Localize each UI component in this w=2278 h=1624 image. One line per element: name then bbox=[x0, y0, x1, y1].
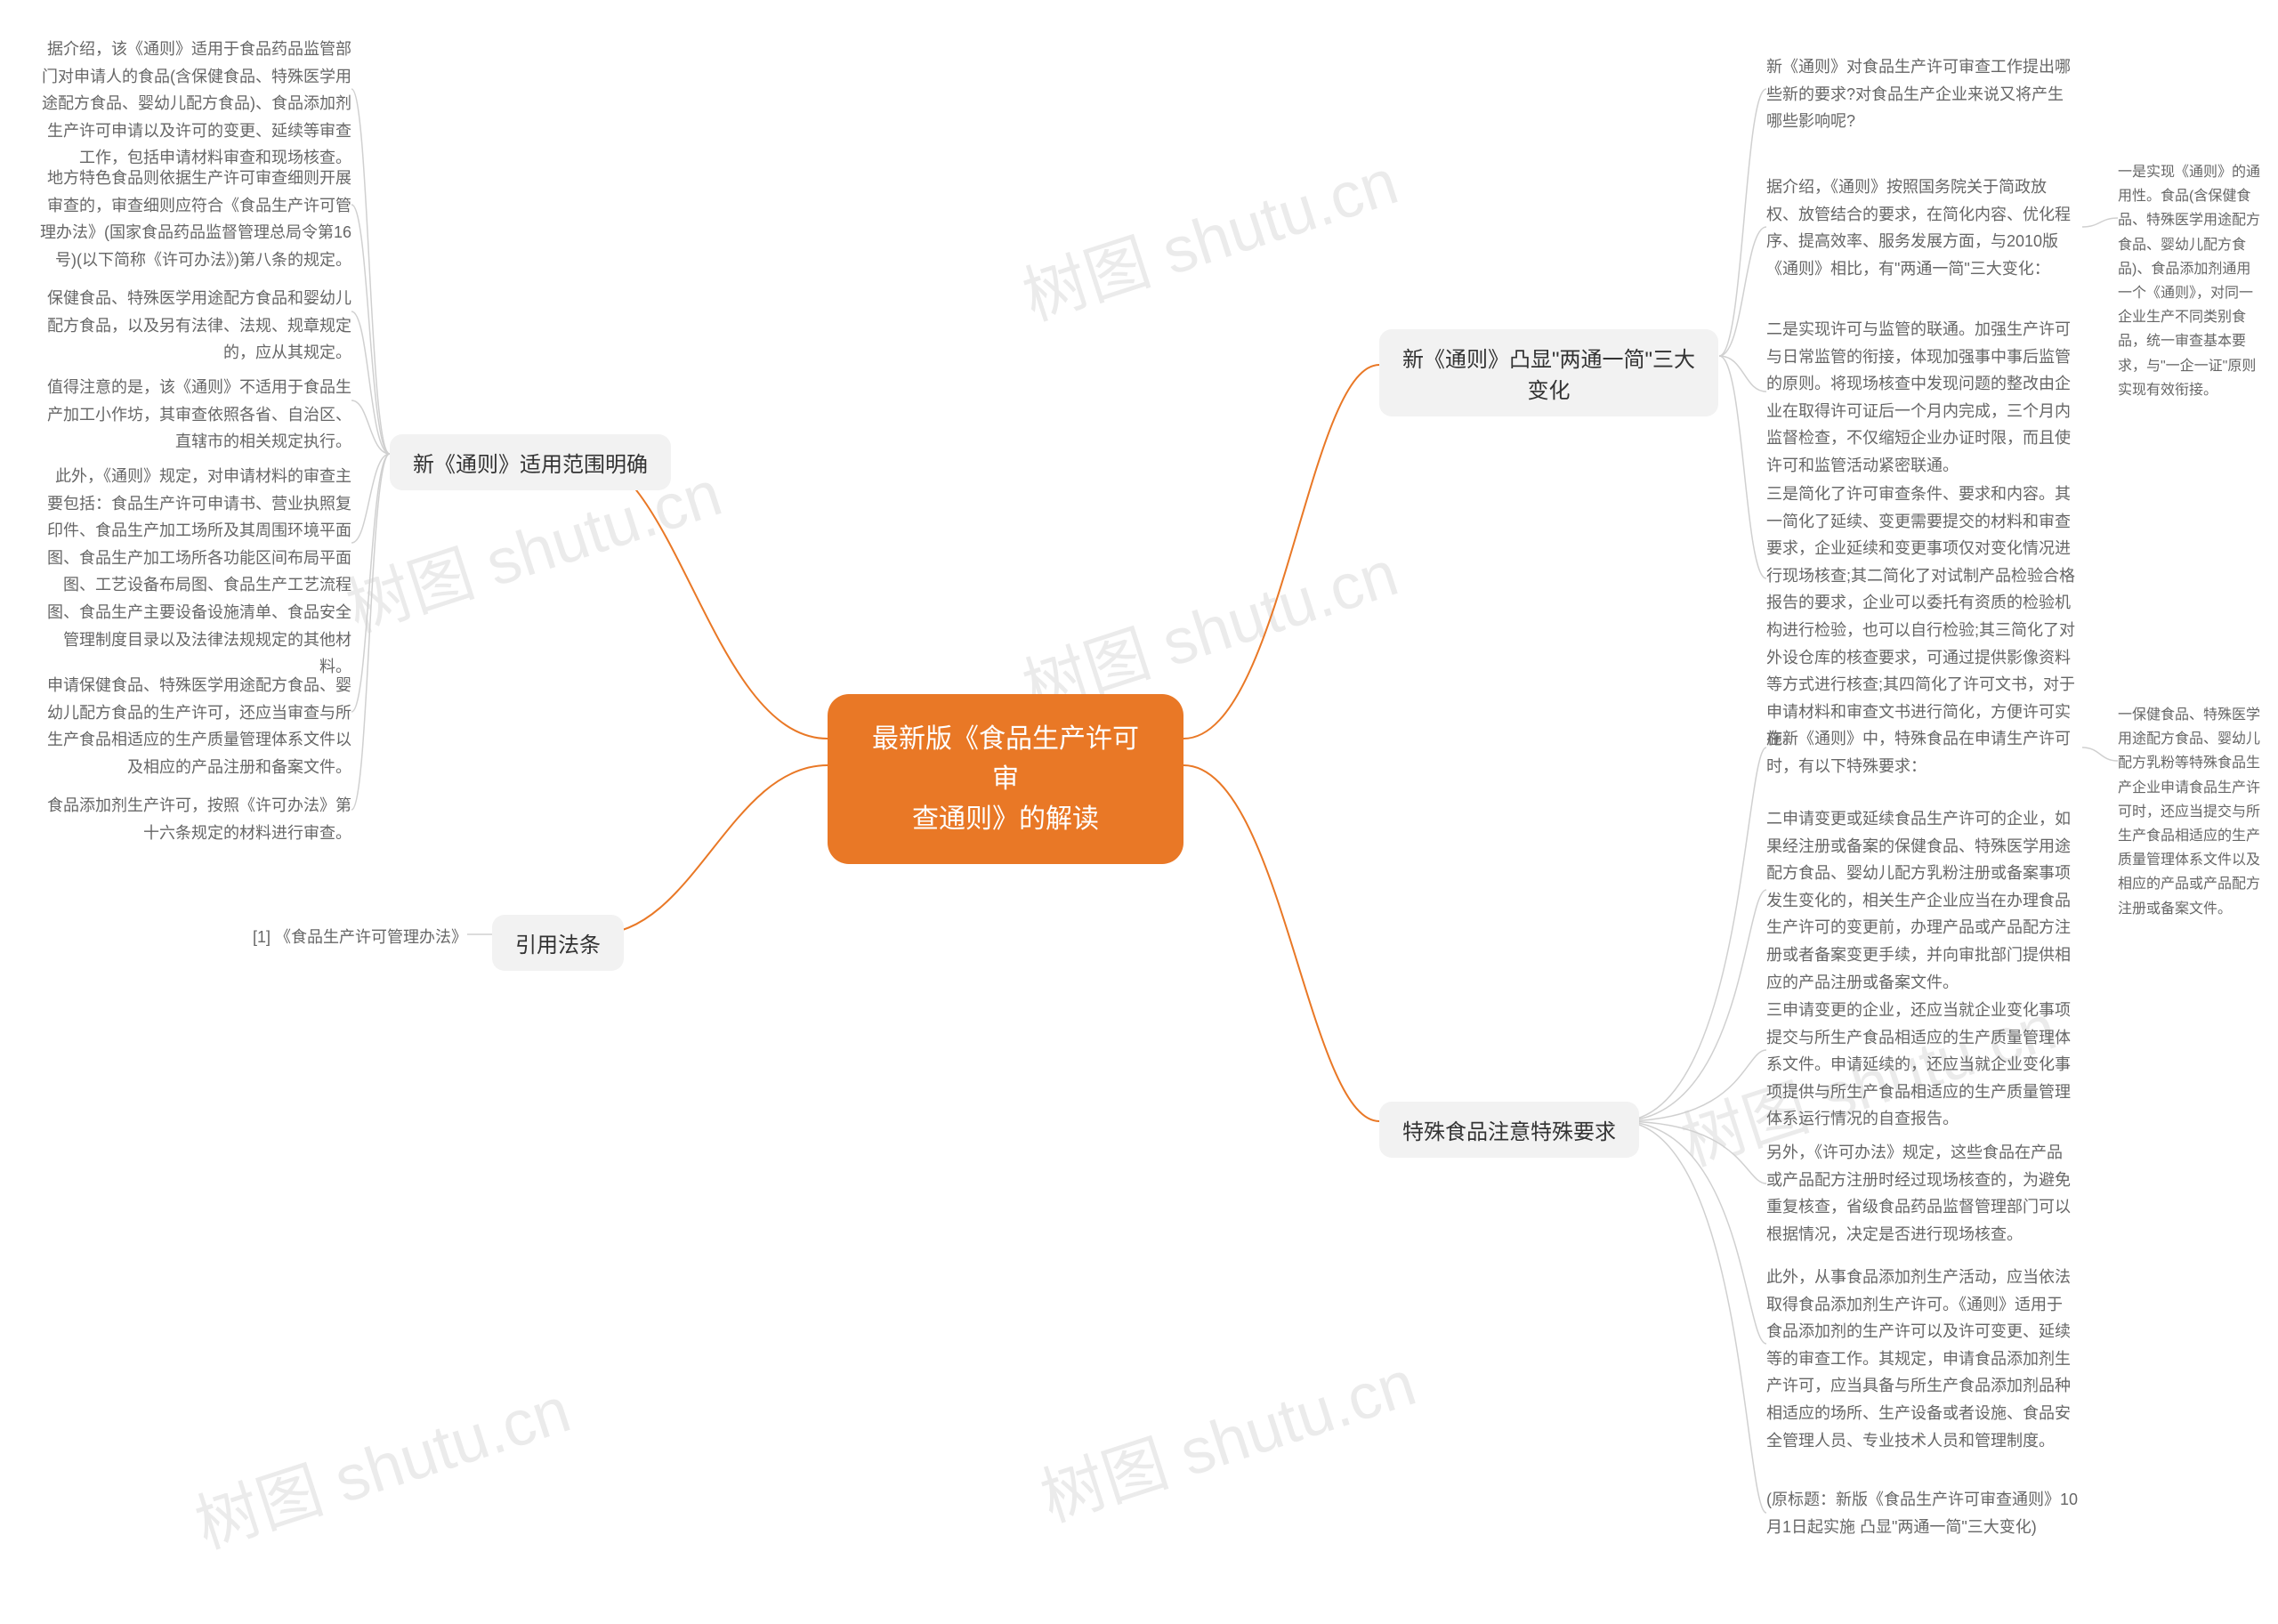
leaf-right-2-sub: 一保健食品、特殊医学用途配方食品、婴幼儿配方乳粉等特殊食品生产企业申请食品生产许… bbox=[2118, 703, 2260, 921]
leaf-left-1-6: 申请保健食品、特殊医学用途配方食品、婴幼儿配方食品的生产许可，还应当审查与所生产… bbox=[40, 672, 351, 780]
right-branch-changes[interactable]: 新《通则》凸显"两通一简"三大 变化 bbox=[1379, 329, 1718, 416]
left-branch-refs[interactable]: 引用法条 bbox=[492, 915, 624, 971]
watermark: 树图 shutu.cn bbox=[182, 1357, 579, 1566]
left-branch-scope[interactable]: 新《通则》适用范围明确 bbox=[390, 434, 671, 490]
leaf-left-1-3: 保健食品、特殊医学用途配方食品和婴幼儿配方食品，以及另有法律、法规、规章规定的，… bbox=[40, 285, 351, 367]
leaf-right-2-5: 此外，从事食品添加剂生产活动，应当依法取得食品添加剂生产许可。《通则》适用于食品… bbox=[1766, 1264, 2078, 1454]
leaf-right-2-4: 另外，《许可办法》规定，这些食品在产品或产品配方注册时经过现场核查的，为避免重复… bbox=[1766, 1139, 2078, 1248]
branch-label: 新《通则》适用范围明确 bbox=[413, 453, 648, 477]
leaf-left-1-7: 食品添加剂生产许可，按照《许可办法》第十六条规定的材料进行审查。 bbox=[40, 792, 351, 846]
leaf-right-2-1: 在新《通则》中，特殊食品在申请生产许可时，有以下特殊要求： bbox=[1766, 725, 2078, 780]
branch-label: 特殊食品注意特殊要求 bbox=[1402, 1120, 1616, 1144]
leaf-right-2-2: 二申请变更或延续食品生产许可的企业，如果经注册或备案的保健食品、特殊医学用途配方… bbox=[1766, 805, 2078, 996]
center-title-line2: 查通则》的解读 bbox=[863, 799, 1148, 839]
leaf-left-1-4: 值得注意的是，该《通则》不适用于食品生产加工小作坊，其审查依照各省、自治区、直辖… bbox=[40, 374, 351, 456]
leaf-right-2-3: 三申请变更的企业，还应当就企业变化事项提交与所生产食品相适应的生产质量管理体系文… bbox=[1766, 997, 2078, 1133]
branch-label-line2: 变化 bbox=[1402, 373, 1695, 404]
leaf-left-1-5: 此外，《通则》规定，对申请材料的审查主要包括：食品生产许可申请书、营业执照复印件… bbox=[40, 463, 351, 681]
center-title-line1: 最新版《食品生产许可审 bbox=[863, 719, 1148, 799]
leaf-right-1-sub: 一是实现《通则》的通用性。食品(含保健食品、特殊医学用途配方食品、婴幼儿配方食品… bbox=[2118, 160, 2260, 402]
leaf-right-1-2: 据介绍，《通则》按照国务院关于简政放权、放管结合的要求，在简化内容、优化程序、提… bbox=[1766, 174, 2078, 282]
watermark: 树图 shutu.cn bbox=[1027, 1330, 1425, 1539]
right-branch-special[interactable]: 特殊食品注意特殊要求 bbox=[1379, 1102, 1639, 1158]
leaf-right-1-4: 三是简化了许可审查条件、要求和内容。其一简化了延续、变更需要提交的材料和审查要求… bbox=[1766, 481, 2078, 753]
branch-label: 引用法条 bbox=[515, 933, 601, 957]
leaf-left-2-1: [1] 《食品生产许可管理办法》 bbox=[249, 924, 467, 951]
branch-label-line1: 新《通则》凸显"两通一简"三大 bbox=[1402, 342, 1695, 373]
leaf-right-2-6: (原标题：新版《食品生产许可审查通则》10月1日起实施 凸显"两通一简"三大变化… bbox=[1766, 1486, 2078, 1540]
leaf-right-1-3: 二是实现许可与监管的联通。加强生产许可与日常监管的衔接，体现加强事中事后监管的原… bbox=[1766, 316, 2078, 480]
center-node[interactable]: 最新版《食品生产许可审 查通则》的解读 bbox=[828, 694, 1183, 864]
leaf-right-1-1: 新《通则》对食品生产许可审查工作提出哪些新的要求?对食品生产企业来说又将产生哪些… bbox=[1766, 53, 2078, 135]
watermark: 树图 shutu.cn bbox=[1009, 129, 1407, 338]
leaf-left-1-1: 据介绍，该《通则》适用于食品药品监管部门对申请人的食品(含保健食品、特殊医学用途… bbox=[40, 36, 351, 172]
leaf-left-1-2: 地方特色食品则依据生产许可审查细则开展审查的，审查细则应符合《食品生产许可管理办… bbox=[40, 165, 351, 273]
